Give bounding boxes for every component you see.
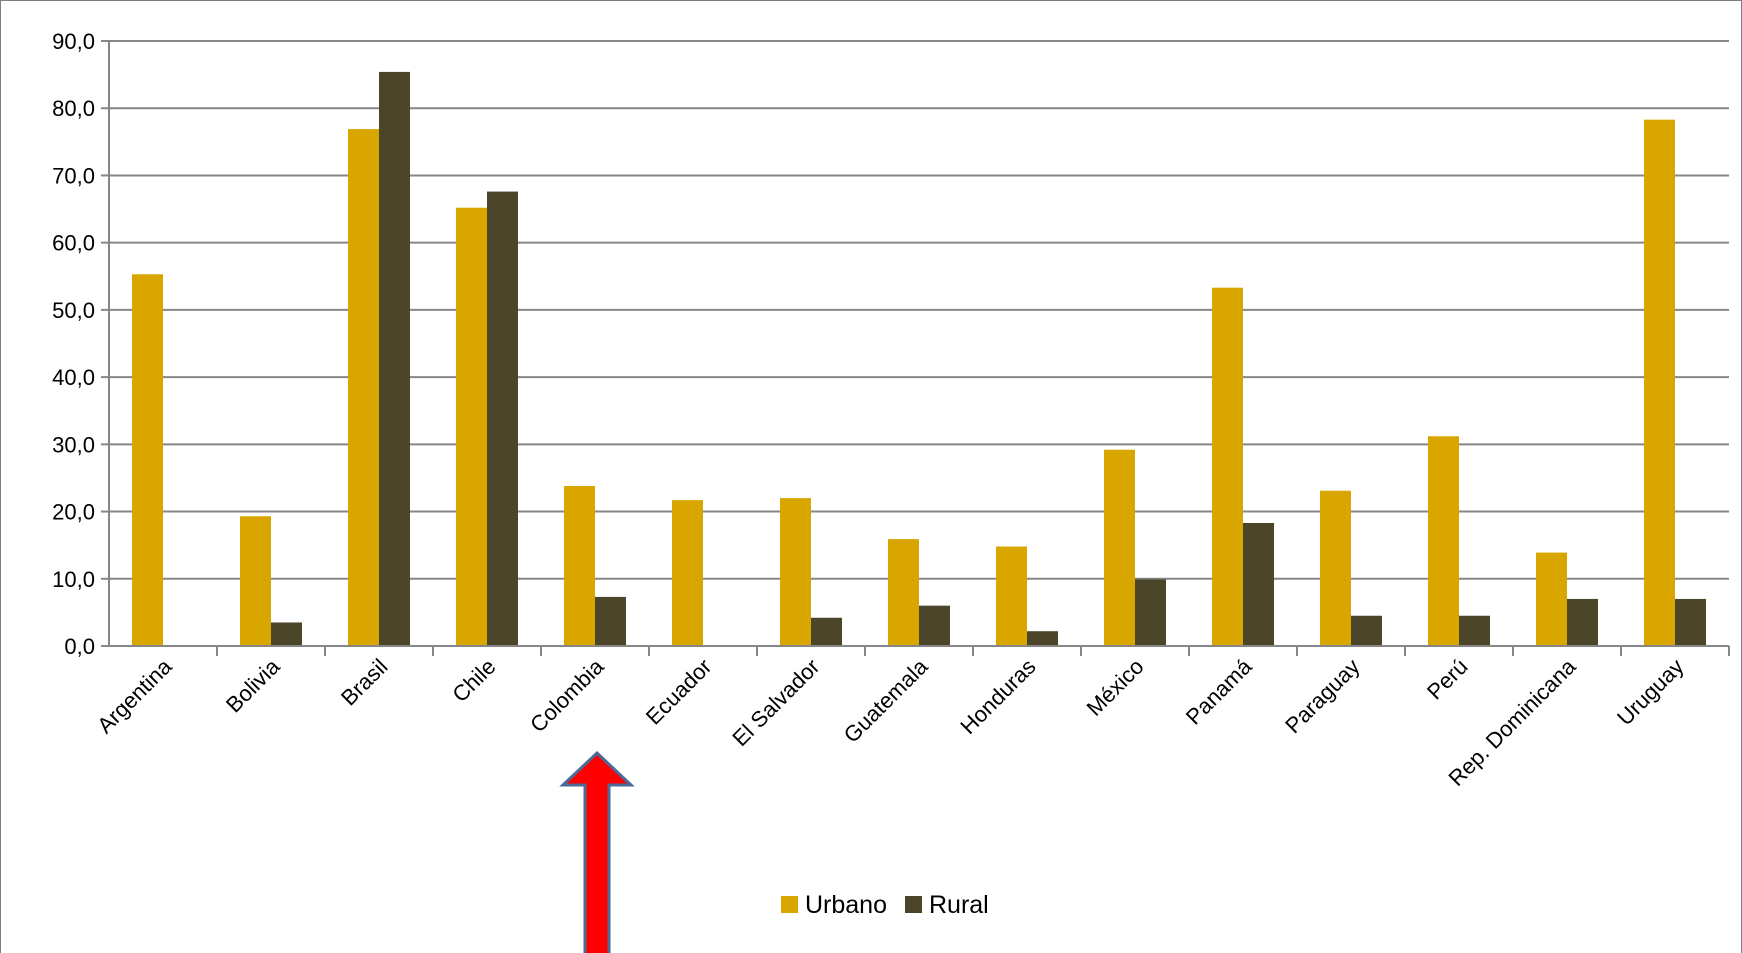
bar-rural-bolivia [271, 622, 302, 646]
x-tick-label-colombia: Colombia [525, 653, 609, 737]
bar-urbano-uruguay [1644, 119, 1675, 646]
bar-rural-honduras [1027, 631, 1058, 646]
legend-swatch-rural [905, 896, 922, 913]
x-tick-label-mexico: México [1082, 654, 1149, 721]
legend-label-rural: Rural [929, 891, 989, 919]
bars [132, 71, 1706, 647]
x-tick-label-bolivia: Bolivia [221, 653, 285, 717]
x-tick-label-peru: Perú [1422, 654, 1473, 705]
legend-label-urbano: Urbano [805, 891, 887, 919]
legend: Urbano Rural [781, 891, 989, 919]
y-tick-label: 40,0 [52, 365, 95, 390]
y-tick-label: 50,0 [52, 298, 95, 323]
y-tick-label: 10,0 [52, 567, 95, 592]
bar-urbano-colombia [564, 486, 595, 646]
bar-urbano-bolivia [240, 516, 271, 646]
bar-urbano-honduras [996, 546, 1027, 646]
bar-urbano-argentina [132, 274, 163, 646]
bar-urbano-el-salvador [780, 498, 811, 646]
y-tick-label: 0,0 [64, 634, 95, 659]
legend-swatch-urbano [781, 896, 798, 913]
x-tick-label-el-salvador: El Salvador [727, 654, 824, 751]
axes [101, 40, 1730, 656]
bar-rural-chile [487, 191, 518, 647]
bar-urbano-ecuador [672, 500, 703, 646]
y-tick-label: 80,0 [52, 96, 95, 121]
y-tick-label: 70,0 [52, 163, 95, 188]
bar-rural-rep-dominicana [1567, 598, 1598, 646]
annotations [559, 750, 635, 953]
x-tick-label-paraguay: Paraguay [1280, 654, 1364, 738]
x-tick-label-brasil: Brasil [336, 654, 393, 711]
x-tick-label-guatemala: Guatemala [839, 653, 933, 747]
bar-rural-mexico [1135, 579, 1166, 646]
bar-rural-uruguay [1675, 598, 1706, 646]
y-tick-label: 60,0 [52, 231, 95, 256]
bar-urbano-chile [456, 207, 487, 646]
bar-urbano-brasil [348, 129, 379, 647]
bar-rural-el-salvador [811, 617, 842, 646]
y-tick-label: 20,0 [52, 500, 95, 525]
bar-urbano-guatemala [888, 539, 919, 646]
bar-rural-brasil [379, 71, 410, 646]
bar-rural-colombia [595, 596, 626, 646]
x-tick-label-chile: Chile [447, 654, 500, 707]
bar-urbano-mexico [1104, 449, 1135, 646]
bar-rural-guatemala [919, 605, 950, 646]
x-tick-label-honduras: Honduras [955, 654, 1040, 739]
bar-urbano-panama [1212, 287, 1243, 646]
bar-urbano-rep-dominicana [1536, 552, 1567, 646]
arrow-annotation-colombia [559, 750, 635, 953]
tick-labels: 0,0 10,0 20,0 30,0 40,0 50,0 60,0 70,0 80,0 90,0 A… [52, 29, 1688, 791]
bar-urbano-paraguay [1320, 490, 1351, 646]
bar-rural-panama [1243, 522, 1274, 646]
y-tick-label: 90,0 [52, 29, 95, 54]
x-tick-label-ecuador: Ecuador [641, 654, 717, 730]
y-tick-label: 30,0 [52, 432, 95, 457]
bar-urbano-peru [1428, 436, 1459, 646]
x-tick-label-panama: Panamá [1181, 653, 1257, 729]
bar-rural-peru [1459, 615, 1490, 646]
x-tick-label-argentina: Argentina [92, 653, 177, 738]
x-tick-label-uruguay: Uruguay [1612, 654, 1688, 730]
bar-rural-paraguay [1351, 615, 1382, 646]
